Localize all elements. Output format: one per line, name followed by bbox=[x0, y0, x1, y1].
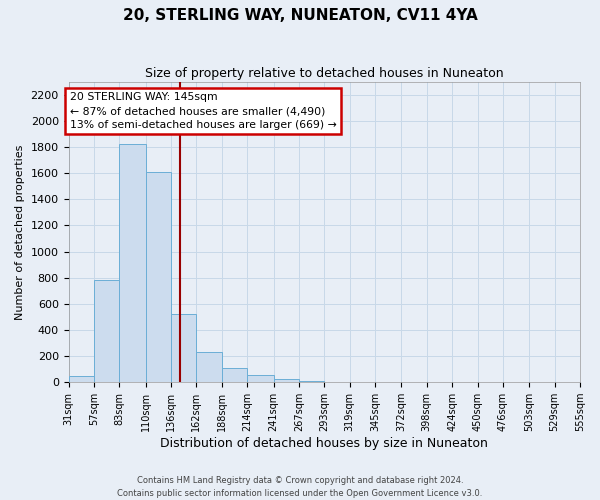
Bar bbox=[146, 172, 171, 382]
Bar bbox=[171, 314, 196, 382]
Bar bbox=[68, 376, 94, 382]
Text: Contains HM Land Registry data © Crown copyright and database right 2024.
Contai: Contains HM Land Registry data © Crown c… bbox=[118, 476, 482, 498]
Bar bbox=[94, 280, 119, 382]
Bar bbox=[196, 352, 222, 382]
Bar bbox=[119, 144, 146, 382]
Text: 20, STERLING WAY, NUNEATON, CV11 4YA: 20, STERLING WAY, NUNEATON, CV11 4YA bbox=[122, 8, 478, 22]
Bar bbox=[222, 368, 247, 382]
Text: 20 STERLING WAY: 145sqm
← 87% of detached houses are smaller (4,490)
13% of semi: 20 STERLING WAY: 145sqm ← 87% of detache… bbox=[70, 92, 336, 130]
X-axis label: Distribution of detached houses by size in Nuneaton: Distribution of detached houses by size … bbox=[160, 437, 488, 450]
Y-axis label: Number of detached properties: Number of detached properties bbox=[15, 144, 25, 320]
Bar bbox=[247, 375, 274, 382]
Title: Size of property relative to detached houses in Nuneaton: Size of property relative to detached ho… bbox=[145, 68, 503, 80]
Bar bbox=[299, 381, 324, 382]
Bar bbox=[274, 379, 299, 382]
